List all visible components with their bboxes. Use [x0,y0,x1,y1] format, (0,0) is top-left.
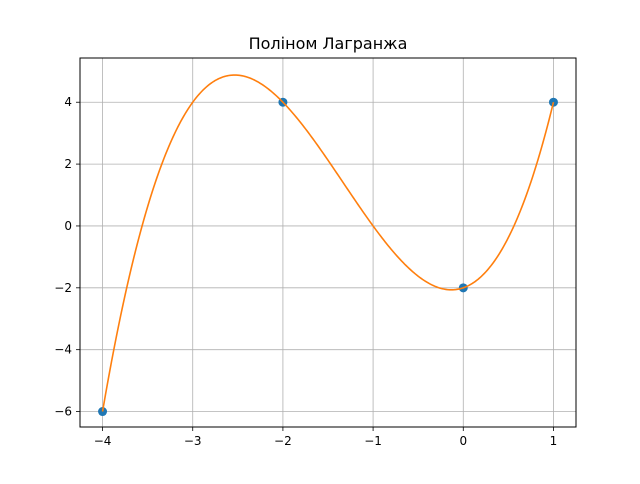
y-tick-label: 4 [64,95,72,109]
x-tick-label: −2 [274,434,292,448]
y-tick-label: 0 [64,219,72,233]
x-tick-label: −4 [94,434,112,448]
y-tick-label: −2 [54,281,72,295]
y-tick-label: −6 [54,405,72,419]
y-tick-label: −4 [54,343,72,357]
x-tick-label: 1 [550,434,558,448]
data-point [548,97,558,107]
plot-area [98,74,558,417]
x-tick-label: −3 [184,434,202,448]
x-tick-label: 0 [459,434,467,448]
lagrange-curve [101,74,555,412]
data-point [98,407,108,417]
y-tick-label: 2 [64,157,72,171]
axes-frame [79,57,577,428]
x-tick-label: −1 [364,434,382,448]
grid-lines [80,58,576,427]
axis-ticks: −4 −3 −2 −1 0 1 −6 −4 −2 0 2 4 [54,95,557,448]
chart-title: Поліном Лагранжа [249,34,408,53]
